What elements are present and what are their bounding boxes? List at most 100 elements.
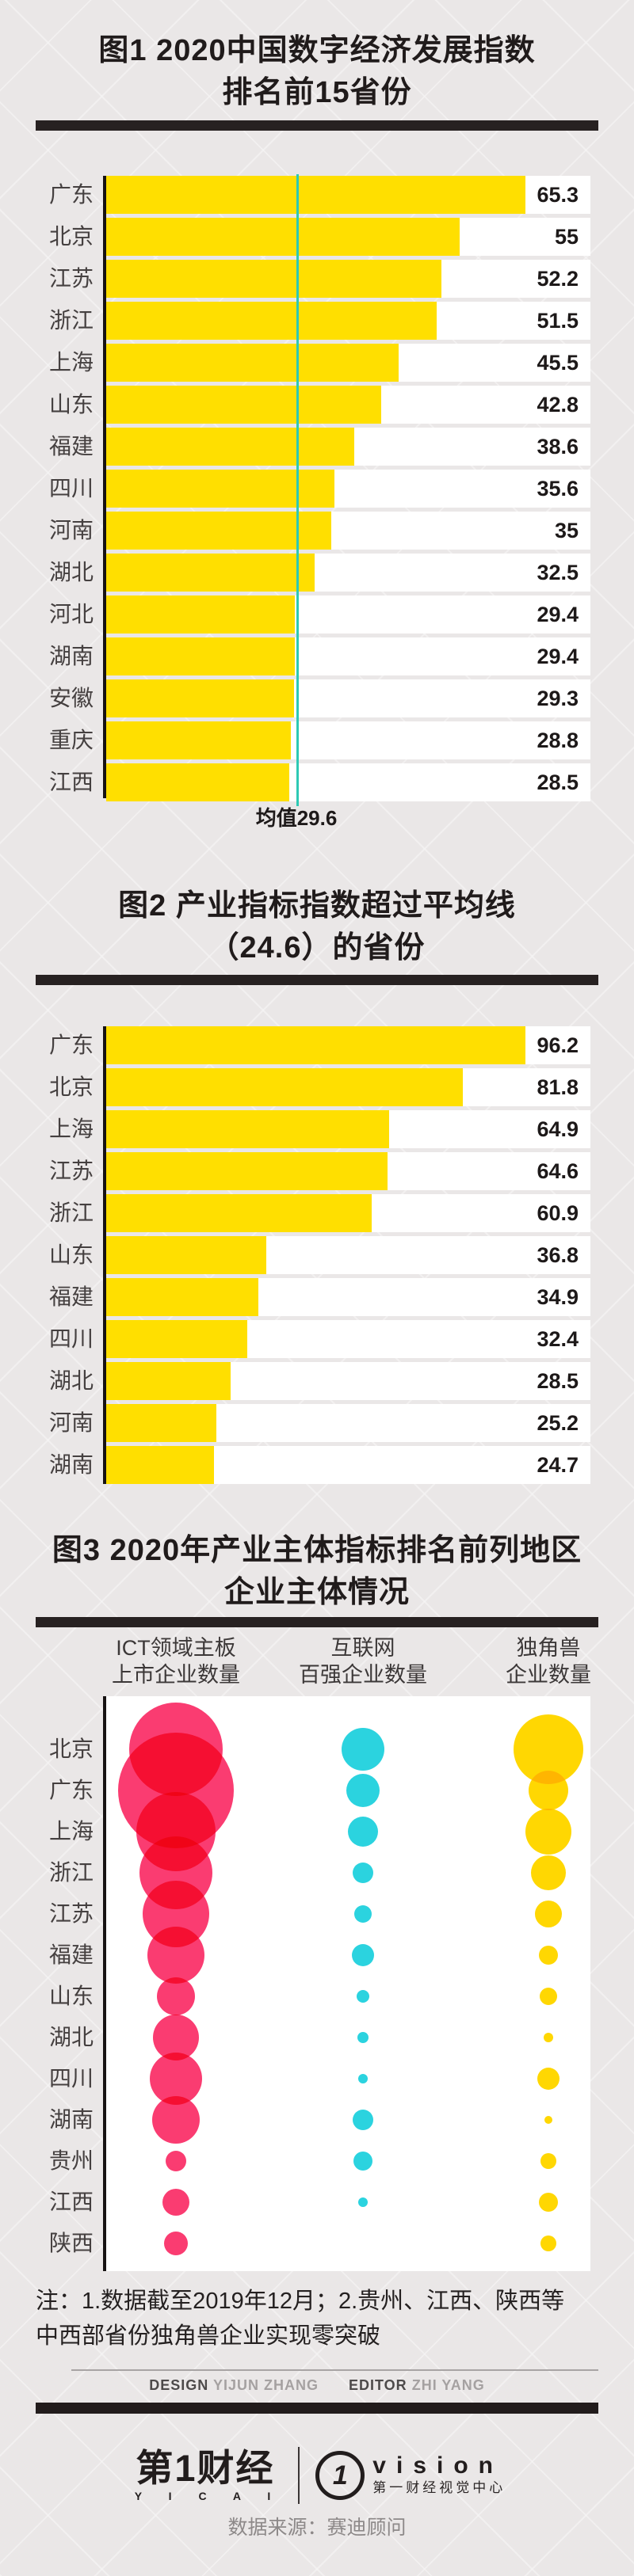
chart1-row-浙江: 浙江 51.5 xyxy=(0,302,634,340)
chart3-label-福建: 福建 xyxy=(48,1942,94,1967)
chart2-track: 24.7 xyxy=(106,1446,590,1484)
chart2-title: 图2 产业指标指数超过平均线 （24.6）的省份 xyxy=(0,885,634,969)
chart2-title-line1: 图2 产业指标指数超过平均线 xyxy=(118,889,516,923)
chart2-axis-line xyxy=(103,1026,106,1484)
chart3-bubble-山东-internet xyxy=(357,1990,369,2003)
chart1-bar xyxy=(106,386,381,424)
chart1-row-重庆: 重庆 28.8 xyxy=(0,721,634,759)
chart3-label-广东: 广东 xyxy=(48,1778,94,1802)
chart3-bubble-北京-internet xyxy=(342,1728,384,1771)
chart2-track: 60.9 xyxy=(106,1194,590,1232)
chart1-row-湖北: 湖北 32.5 xyxy=(0,554,634,592)
chart3-title-line1: 图3 2020年产业主体指标排名前列地区 xyxy=(52,1534,582,1567)
chart2-label: 浙江 xyxy=(48,1200,94,1225)
chart1-value: 42.8 xyxy=(537,393,579,417)
chart3-bubble-广东-internet xyxy=(346,1774,380,1807)
chart1-bar-chart: 广东 65.3 北京 55 江苏 52.2 浙江 51.5 上海 45.5 山东 42.8 福建 38.6… xyxy=(0,0,634,839)
chart1-label: 重庆 xyxy=(48,728,94,752)
chart1-row-湖南: 湖南 29.4 xyxy=(0,637,634,675)
chart2-track: 36.8 xyxy=(106,1236,590,1274)
chart1-value: 29.4 xyxy=(537,603,579,626)
chart2-value: 81.8 xyxy=(537,1075,579,1099)
chart1-label: 江西 xyxy=(48,770,94,794)
chart3-bubble-江苏-internet xyxy=(354,1905,372,1923)
design-label: DESIGN xyxy=(149,2377,209,2393)
chart3-title-divider xyxy=(36,1617,598,1627)
footnote-line1: 注：1.数据截至2019年12月；2.贵州、江西、陕西等 xyxy=(36,2289,565,2314)
chart1-value: 65.3 xyxy=(537,183,579,207)
chart3-title: 图3 2020年产业主体指标排名前列地区 企业主体情况 xyxy=(0,1530,634,1614)
chart3-bubble-贵州-internet xyxy=(353,2152,372,2171)
chart3-label-湖南: 湖南 xyxy=(48,2107,94,2132)
chart2-label: 四川 xyxy=(48,1326,94,1351)
chart3-bubble-浙江-internet xyxy=(353,1863,373,1883)
chart1-track: 28.5 xyxy=(106,763,590,801)
chart3-label-浙江: 浙江 xyxy=(48,1860,94,1885)
vision-logo: 1 vision 第一财经视觉中心 xyxy=(315,2451,506,2500)
chart1-value: 45.5 xyxy=(537,351,579,375)
chart3-bubble-山东-ict xyxy=(157,1977,195,2015)
chart1-value: 51.5 xyxy=(537,309,579,333)
chart1-value: 35.6 xyxy=(537,477,579,500)
chart1-track: 35 xyxy=(106,512,590,550)
chart1-bar xyxy=(106,595,295,634)
chart2-track: 25.2 xyxy=(106,1404,590,1442)
chart3-bubble-湖北-unicorn xyxy=(544,2033,553,2042)
chart3-label-四川: 四川 xyxy=(48,2066,94,2091)
chart1-row-山东: 山东 42.8 xyxy=(0,386,634,424)
chart3-bubble-湖南-ict xyxy=(152,2096,200,2144)
chart2-track: 81.8 xyxy=(106,1068,590,1106)
chart3-bubble-江西-unicorn xyxy=(539,2193,558,2212)
chart3-bubble-浙江-unicorn xyxy=(531,1855,566,1890)
chart1-label: 山东 xyxy=(48,392,94,417)
chart1-value: 38.6 xyxy=(537,435,579,459)
chart1-row-上海: 上海 45.5 xyxy=(0,344,634,382)
chart3-bubble-江西-internet xyxy=(358,2197,368,2207)
chart2-title-line2: （24.6）的省份 xyxy=(208,931,426,965)
chart2-bar xyxy=(106,1068,463,1106)
chart3-column-header-internet: 互联网 百强企业数量 xyxy=(299,1636,427,1687)
chart1-label: 安徽 xyxy=(48,686,94,710)
chart2-bar xyxy=(106,1194,372,1232)
chart1-mean-label: 均值29.6 xyxy=(255,806,338,830)
chart3-bubble-上海-internet xyxy=(348,1817,378,1847)
chart3-bubble-福建-unicorn xyxy=(539,1946,558,1965)
chart1-label: 四川 xyxy=(48,476,94,500)
chart1-label: 湖南 xyxy=(48,644,94,668)
chart3-label-北京: 北京 xyxy=(48,1737,94,1761)
chart1-track: 45.5 xyxy=(106,344,590,382)
chart2-bar xyxy=(106,1278,258,1316)
chart2-value: 25.2 xyxy=(537,1411,579,1435)
footer-black-bar xyxy=(36,2403,598,2414)
chart1-bar xyxy=(106,344,399,382)
chart1-label: 广东 xyxy=(48,182,94,207)
chart1-row-江苏: 江苏 52.2 xyxy=(0,260,634,298)
chart2-bar xyxy=(106,1446,214,1484)
chart1-value: 28.8 xyxy=(537,729,579,752)
chart3-bubble-贵州-ict xyxy=(166,2151,186,2171)
chart3-bubble-福建-internet xyxy=(352,1944,374,1966)
chart2-value: 34.9 xyxy=(537,1285,579,1309)
chart3-bubble-江西-ict xyxy=(162,2189,189,2216)
chart1-value: 35 xyxy=(554,519,579,542)
chart2-row-上海: 上海 64.9 xyxy=(0,1110,634,1148)
chart1-label: 上海 xyxy=(48,350,94,375)
chart1-value: 29.4 xyxy=(537,645,579,668)
logo-divider xyxy=(298,2447,300,2504)
chart1-bar xyxy=(106,260,441,298)
chart2-value: 60.9 xyxy=(537,1201,579,1225)
chart1-bar xyxy=(106,176,525,214)
chart3-column-header-unicorn: 独角兽 企业数量 xyxy=(506,1636,591,1687)
chart2-bar-chart: 广东 96.2 北京 81.8 上海 64.9 江苏 64.6 浙江 60.9 山东 36.8 福建 34… xyxy=(0,1026,634,1484)
chart1-track: 29.3 xyxy=(106,679,590,717)
chart3-bubble-panel xyxy=(106,1696,590,2271)
chart3-label-贵州: 贵州 xyxy=(48,2148,94,2173)
chart3-label-陕西: 陕西 xyxy=(48,2231,94,2255)
chart3-bubble-贵州-unicorn xyxy=(540,2153,556,2169)
footnote: 注：1.数据截至2019年12月；2.贵州、江西、陕西等 中西部省份独角兽企业实… xyxy=(36,2284,606,2353)
credits-line: DESIGN YIJUN ZHANG EDITOR ZHI YANG xyxy=(0,2377,634,2394)
chart1-row-江西: 江西 28.5 xyxy=(0,763,634,801)
chart2-row-江苏: 江苏 64.6 xyxy=(0,1152,634,1190)
chart2-bar xyxy=(106,1152,388,1190)
chart1-row-广东: 广东 65.3 xyxy=(0,176,634,214)
